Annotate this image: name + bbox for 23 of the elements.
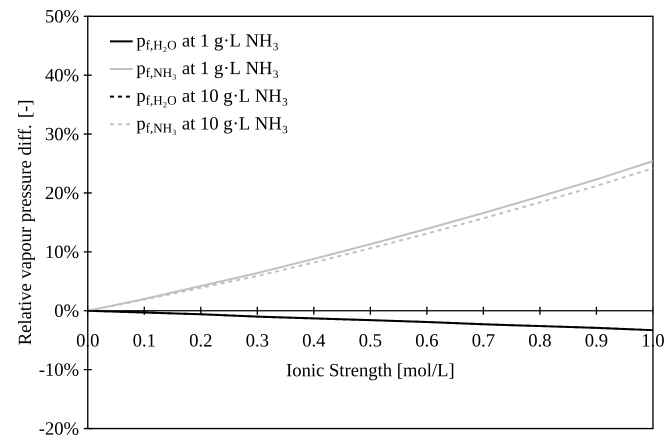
y-tick-label: 30% [46,128,78,140]
x-tick-label: 0.5 [359,334,382,347]
legend-label: p$_{f,H₂O}$ at 10 g·L NH₃ [136,89,288,108]
y-axis-title: Relative vapour pressure diff. [-] [18,100,35,345]
y-tick-label: 50% [46,10,78,22]
legend-label: p$_{f,NH₃}$ at 1 g·L NH₃ [136,62,278,80]
y-tick-label: -20% [39,422,78,435]
x-tick-label: 0.4 [302,334,326,347]
y-tick-label: 10% [46,245,78,258]
x-tick-label: 0.9 [586,334,608,347]
y-tick-label: 40% [45,68,78,82]
x-tick-label: 0.6 [416,334,438,347]
x-tick-label: 0.8 [528,334,551,347]
y-tick-label: 20% [46,186,78,200]
y-tick-label: 0% [54,304,78,317]
legend-label: p$_{f,NH₃}$ at 10 g·L NH₃ [136,116,288,135]
y-tick-label: -10% [39,363,78,376]
legend-label: p$_{f,H₂O}$ at 1 g·L NH₃ [136,34,278,52]
x-tick-label: 0.1 [133,334,155,347]
x-axis-title: Ionic Strength [mol/L] [286,363,454,380]
x-tick-label: 0.3 [246,334,268,347]
x-tick-label: 0.2 [190,334,212,347]
x-tick-label: 0.7 [472,334,494,347]
